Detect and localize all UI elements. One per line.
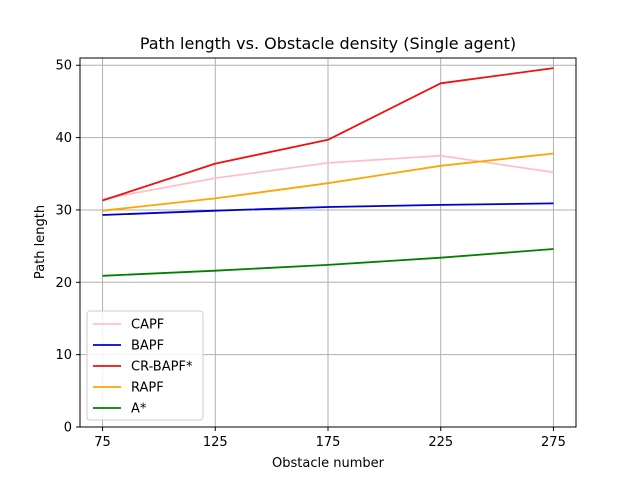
x-tick-label: 125 [203, 435, 228, 450]
x-tick-label: 275 [541, 435, 566, 450]
legend: CAPF BAPF CR-BAPF* RAPF A* [86, 310, 204, 421]
legend-label: A* [131, 402, 147, 417]
x-tick-label: 75 [94, 435, 111, 450]
x-tick-label: 225 [428, 435, 453, 450]
y-tick-label: 50 [55, 59, 72, 74]
chart-title: Path length vs. Obstacle density (Single… [140, 34, 516, 53]
y-tick-label: 10 [55, 348, 72, 363]
x-tick-label: 175 [316, 435, 341, 450]
series-line-cr-bapf [102, 67, 554, 202]
series-line-rapf [102, 152, 554, 212]
axis-ticks: 75 125 175 225 275 0 10 20 30 40 50 [55, 59, 565, 450]
legend-label: RAPF [131, 381, 164, 396]
series-line-a [102, 248, 554, 277]
y-tick-label: 30 [55, 203, 72, 218]
grid [80, 58, 576, 428]
y-axis-label: Path length [33, 205, 48, 279]
x-axis-label: Obstacle number [272, 456, 385, 471]
legend-label: CAPF [131, 318, 164, 333]
y-tick-label: 20 [55, 276, 72, 291]
legend-box [86, 310, 204, 421]
series-lines [102, 67, 554, 277]
y-tick-label: 40 [55, 131, 72, 146]
series-line-bapf [102, 202, 554, 216]
y-tick-label: 0 [64, 421, 72, 436]
legend-label: CR-BAPF* [131, 360, 193, 375]
legend-label: BAPF [131, 339, 164, 354]
